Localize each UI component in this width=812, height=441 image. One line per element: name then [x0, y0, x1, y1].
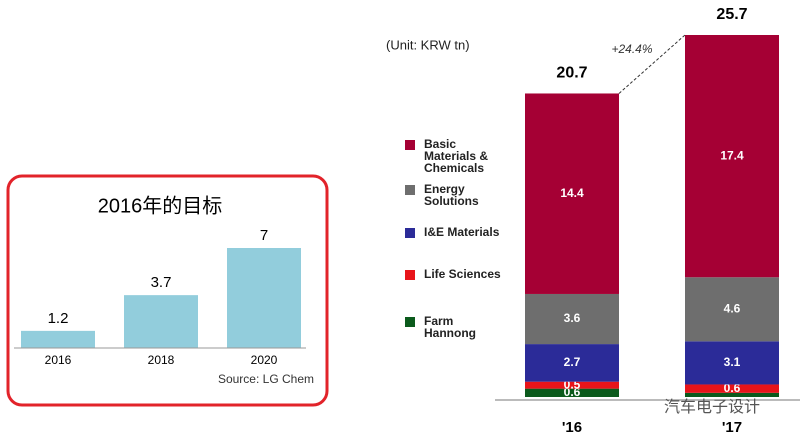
bar — [124, 295, 198, 348]
legend-label: Farm Hannong — [424, 314, 476, 340]
value-label: 7 — [260, 227, 268, 244]
frame — [6, 174, 329, 407]
legend-swatch — [405, 317, 415, 327]
segment — [525, 293, 619, 345]
value-label: 4.6 — [724, 301, 741, 315]
bar — [227, 248, 301, 348]
legend-label: Basic Materials & Chemicals — [424, 137, 489, 175]
x-tick-label: 2016 — [45, 353, 72, 367]
segment — [685, 277, 779, 342]
value-label: 3.6 — [564, 311, 581, 325]
value-label: 2.7 — [564, 355, 581, 369]
legend-swatch — [405, 270, 415, 280]
segment — [685, 35, 779, 278]
chart-title: 2016年的目标 — [98, 194, 223, 217]
legend-swatch — [405, 140, 415, 150]
value-label: 3.1 — [724, 355, 741, 369]
value-label: 14.4 — [560, 186, 584, 200]
value-label: 17.4 — [720, 148, 744, 162]
segment — [525, 388, 619, 397]
legend-label: Life Sciences — [424, 267, 501, 281]
segment — [685, 392, 779, 397]
segment — [685, 384, 779, 393]
source: Source: LG Chem — [218, 372, 314, 386]
segment — [525, 93, 619, 294]
value-label: 3.7 — [151, 274, 172, 291]
annotation: +24.4% — [611, 42, 652, 56]
unit: (Unit: KRW tn) — [386, 37, 470, 52]
watermark: 汽车电子设计 — [664, 398, 760, 416]
legend-swatch — [405, 228, 415, 238]
x-tick-label: '17 — [722, 419, 742, 436]
x-tick-label: '16 — [562, 419, 582, 436]
total-label: 20.7 — [556, 65, 587, 82]
value-label: 1.2 — [48, 310, 69, 327]
segment — [525, 381, 619, 389]
bar — [21, 330, 95, 348]
legend-label: Energy Solutions — [424, 182, 479, 208]
total-label: 25.7 — [716, 6, 747, 23]
legend-swatch — [405, 185, 415, 195]
segment — [685, 341, 779, 385]
legend-label: I&E Materials — [424, 225, 500, 239]
x-tick-label: 2018 — [148, 353, 175, 367]
segment — [525, 344, 619, 382]
x-tick-label: 2020 — [251, 353, 278, 367]
